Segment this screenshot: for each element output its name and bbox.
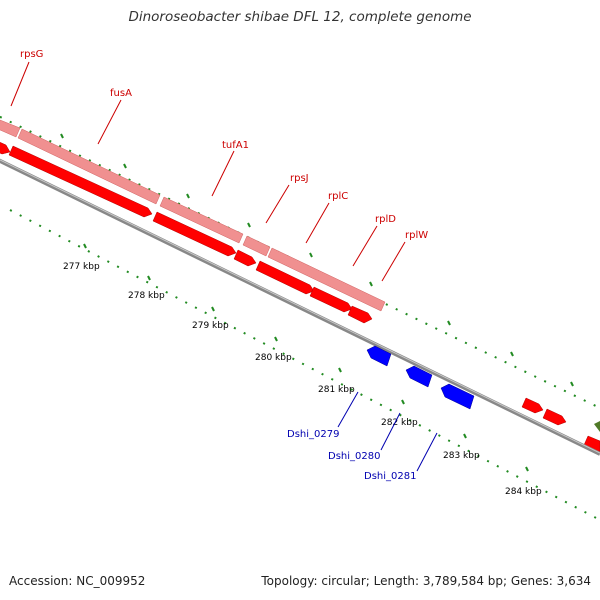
gene-label-rplW[interactable]: rplW (405, 230, 428, 241)
outer-tick-ring (0, 115, 600, 409)
cds-right-2[interactable] (542, 408, 567, 426)
tick-label-277: 277 kbp (63, 262, 100, 272)
cds-Dshi_0279[interactable] (366, 345, 392, 367)
feature-rplC-rplW[interactable] (267, 247, 386, 312)
tick-label-283: 283 kbp (443, 451, 480, 461)
feature-tufA1[interactable] (159, 196, 244, 244)
tick-label-281: 281 kbp (318, 385, 355, 395)
cds-fusA[interactable] (8, 145, 153, 218)
inner-major-ticks (83, 243, 529, 472)
cds-right-1[interactable] (521, 397, 544, 414)
tick-label-279: 279 kbp (192, 321, 229, 331)
cds-right-3[interactable] (583, 435, 600, 453)
cds-rpsG[interactable] (0, 140, 11, 155)
cds-rplC[interactable] (255, 260, 315, 295)
forward-gene-labels: rpsG fusA tufA1 rpsJ rplC rplD rplW (10, 49, 428, 282)
gene-label-rpsJ[interactable]: rpsJ (290, 173, 309, 184)
gene-label-Dshi_0280[interactable]: Dshi_0280 (328, 451, 380, 462)
map-title: Dinoroseobacter shibae DFL 12, complete … (128, 9, 472, 25)
gene-label-rpsG[interactable]: rpsG (20, 49, 43, 60)
feature-rpsG[interactable] (0, 118, 21, 138)
outer-major-ticks (60, 133, 574, 387)
gene-label-rplC[interactable]: rplC (328, 191, 348, 202)
genome-backbone (0, 158, 600, 456)
tick-label-282: 282 kbp (381, 418, 418, 428)
tick-label-284: 284 kbp (505, 487, 542, 497)
genome-summary-text: Topology: circular; Length: 3,789,584 bp… (261, 574, 591, 588)
feature-rpsJ[interactable] (242, 235, 271, 257)
reverse-gene-labels: Dshi_0279 Dshi_0280 Dshi_0281 (287, 391, 438, 482)
feature-fusA[interactable] (17, 128, 161, 205)
gene-label-rplD[interactable]: rplD (375, 214, 396, 225)
cds-rpsJ[interactable] (233, 249, 257, 267)
tick-labels: 277 kbp 278 kbp 279 kbp 280 kbp 281 kbp … (63, 262, 542, 497)
cds-Dshi_0280[interactable] (405, 365, 433, 388)
cds-right-edge-green[interactable] (594, 421, 600, 432)
inner-tick-ring (9, 209, 600, 521)
forward-features[interactable] (0, 118, 386, 312)
tick-label-278: 278 kbp (128, 291, 165, 301)
gene-label-Dshi_0281[interactable]: Dshi_0281 (364, 471, 416, 482)
cds-rplW[interactable] (347, 305, 373, 324)
reverse-cds[interactable] (366, 345, 475, 410)
forward-cds[interactable] (0, 140, 600, 453)
cds-rplD[interactable] (309, 286, 353, 313)
accession-text: Accession: NC_009952 (9, 574, 146, 588)
cds-Dshi_0281[interactable] (440, 383, 475, 410)
gene-label-fusA[interactable]: fusA (110, 88, 132, 99)
cds-tufA1[interactable] (152, 211, 237, 257)
tick-label-280: 280 kbp (255, 353, 292, 363)
gene-label-tufA1[interactable]: tufA1 (222, 140, 249, 151)
gene-label-Dshi_0279[interactable]: Dshi_0279 (287, 429, 339, 440)
